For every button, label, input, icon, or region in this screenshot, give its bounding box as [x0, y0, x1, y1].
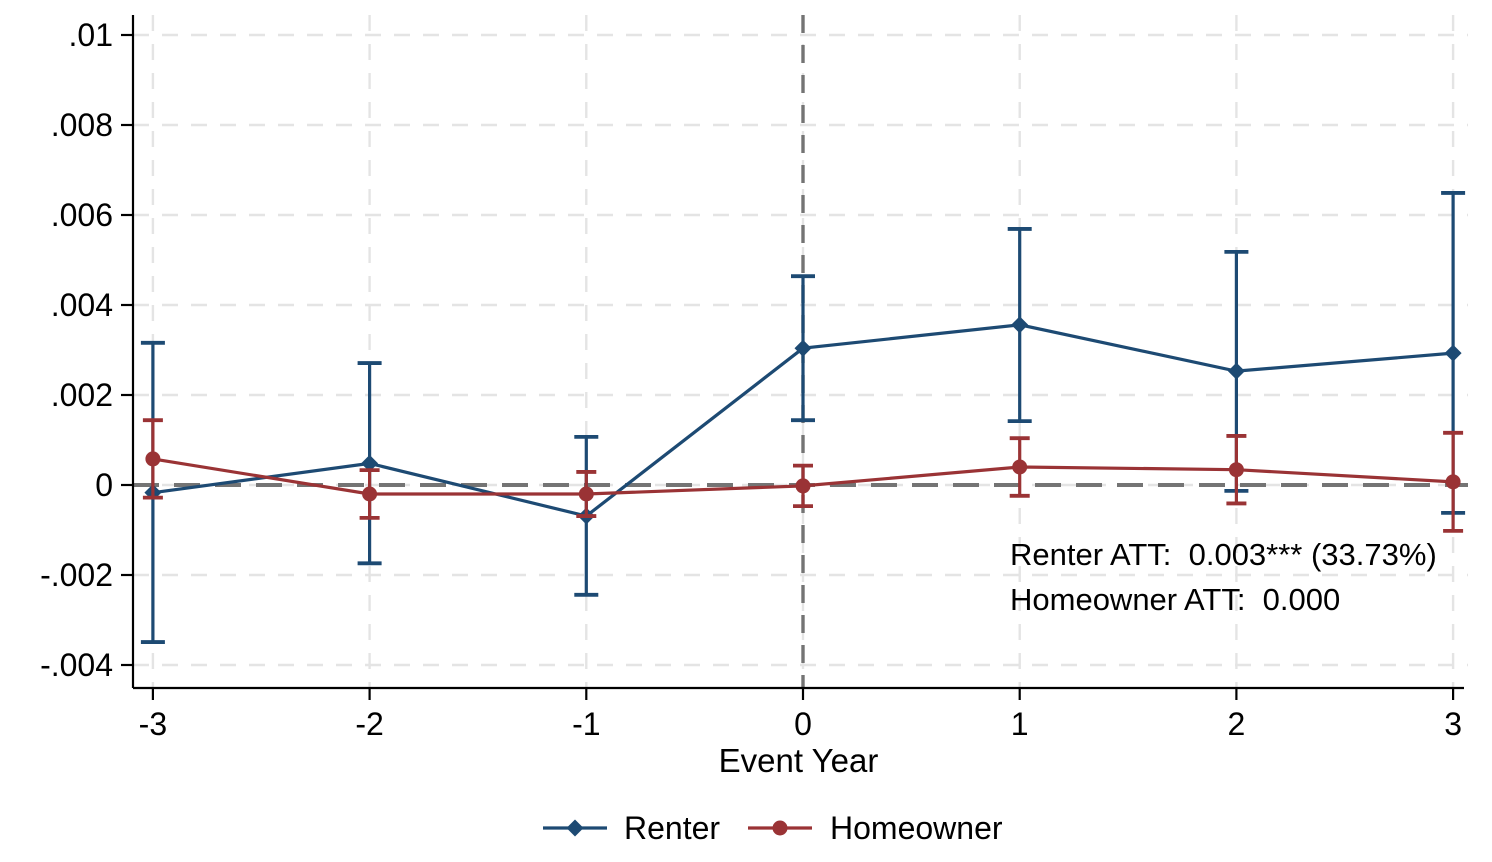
- homeowner-marker: [1012, 459, 1028, 475]
- y-tick-label: .002: [51, 377, 113, 413]
- x-tick-label: 0: [794, 706, 812, 742]
- y-tick-label: -.004: [40, 647, 113, 683]
- homeowner-marker: [795, 478, 811, 494]
- y-tick-label: .01: [69, 17, 113, 53]
- renter-marker: [361, 454, 379, 472]
- y-tick-label: 0: [95, 467, 113, 503]
- homeowner-marker: [578, 486, 594, 502]
- y-tick-label: .006: [51, 197, 113, 233]
- homeowner-marker: [1228, 462, 1244, 478]
- x-tick-label: 3: [1444, 706, 1462, 742]
- att-annotation: Renter ATT: 0.003*** (33.73%) Homeowner A…: [1010, 537, 1437, 617]
- legend-label: Homeowner: [830, 810, 1003, 846]
- y-tick-label: .008: [51, 107, 113, 143]
- legend-entry-homeowner: Homeowner: [748, 810, 1003, 846]
- legend-circle-marker: [772, 820, 788, 836]
- x-tick-label: -1: [572, 706, 600, 742]
- y-tick-label: .004: [51, 287, 113, 323]
- legend-label: Renter: [624, 810, 720, 846]
- homeowner-marker: [362, 486, 378, 502]
- renter-marker: [1444, 344, 1462, 362]
- homeowner-marker: [1445, 474, 1461, 490]
- renter-marker: [1227, 362, 1245, 380]
- x-tick-label: -3: [139, 706, 167, 742]
- att-annotation-line: Renter ATT: 0.003*** (33.73%): [1010, 537, 1437, 572]
- renter-marker: [794, 339, 812, 357]
- legend-entry-renter: Renter: [543, 810, 720, 846]
- legend-diamond-marker: [566, 819, 584, 837]
- axes: .01 .008 .006 .004 .002 0 -.002 -.004 -3 -2 -1 0 1 2 3: [40, 15, 1464, 742]
- x-tick-label: 1: [1011, 706, 1029, 742]
- renter-marker: [1011, 316, 1029, 334]
- homeowner-series: [142, 418, 1464, 533]
- y-tick-label: -.002: [40, 557, 113, 593]
- x-tick-label: 2: [1228, 706, 1246, 742]
- legend: Renter Homeowner: [543, 810, 1003, 846]
- homeowner-marker: [145, 451, 161, 467]
- att-annotation-line: Homeowner ATT: 0.000: [1010, 582, 1340, 617]
- x-axis-title: Event Year: [719, 742, 879, 779]
- x-tick-label: -2: [355, 706, 383, 742]
